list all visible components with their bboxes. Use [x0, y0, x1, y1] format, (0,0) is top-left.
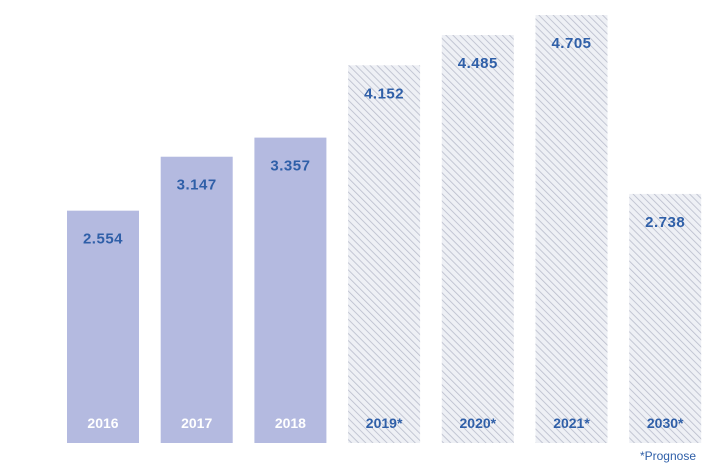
- bar-group-1: 3.147 2017: [160, 156, 233, 443]
- bar-group-2: 3.357 2018: [254, 137, 327, 443]
- bar: [254, 137, 327, 443]
- bar-value-label: 2.554: [83, 231, 123, 248]
- category-label: 2016: [87, 415, 118, 431]
- bar-group-6: 2.738 2030*: [629, 193, 702, 443]
- bar: [535, 15, 608, 443]
- bar: [629, 193, 702, 443]
- bar-value-label: 2.738: [645, 214, 685, 231]
- bar-group-3: 4.152 2019*: [348, 65, 421, 443]
- category-label: 2017: [181, 415, 212, 431]
- category-label: 2021*: [553, 415, 590, 431]
- bar: [67, 210, 139, 443]
- bar: [441, 35, 514, 443]
- bar-value-label: 4.485: [458, 55, 498, 72]
- bar: [348, 65, 421, 443]
- category-label: 2020*: [460, 415, 497, 431]
- bar-group-0: 2.554 2016: [67, 210, 139, 443]
- category-label: 2018: [275, 415, 306, 431]
- category-label: 2019*: [366, 415, 403, 431]
- bar-group-4: 4.485 2020*: [441, 35, 514, 443]
- bar-value-label: 4.705: [551, 35, 591, 52]
- bar-value-label: 3.147: [177, 177, 217, 194]
- bar: [160, 156, 233, 443]
- bar-value-label: 4.152: [364, 85, 404, 102]
- forecast-footnote: *Prognose: [639, 449, 696, 463]
- bar-group-5: 4.705 2021*: [535, 15, 608, 443]
- bar-value-label: 3.357: [270, 158, 310, 175]
- category-label: 2030*: [647, 415, 684, 431]
